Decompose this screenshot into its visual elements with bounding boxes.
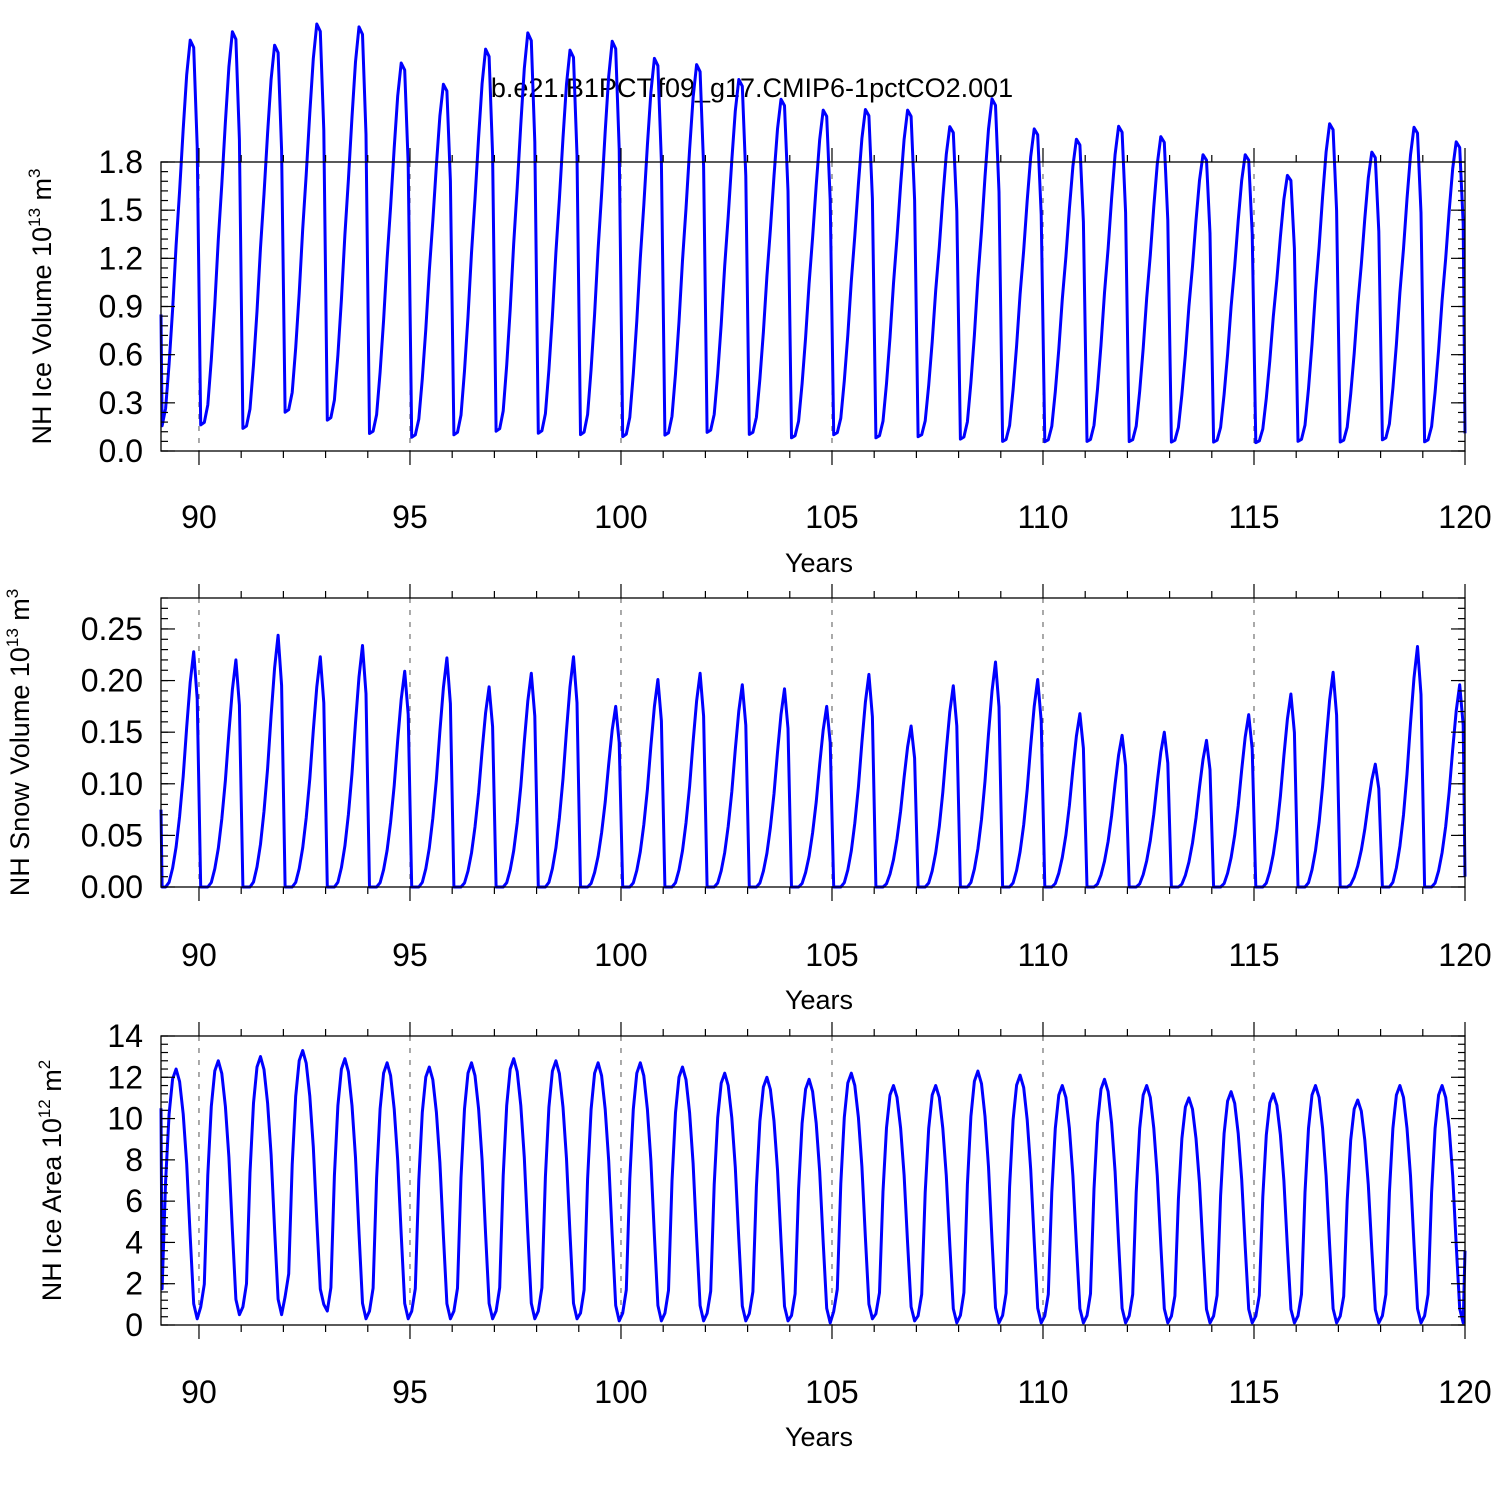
y-tick-label: 0.25 (81, 611, 143, 647)
x-axis-label: Years (785, 985, 853, 1015)
x-tick-label: 115 (1228, 1374, 1279, 1410)
y-tick-label: 4 (125, 1224, 143, 1260)
x-tick-label: 110 (1017, 499, 1068, 535)
x-tick-label: 110 (1017, 937, 1068, 973)
y-tick-label: 1.5 (99, 192, 143, 228)
y-axis-label: NH Snow Volume 1013 m3 (3, 589, 35, 897)
x-tick-label: 110 (1017, 1374, 1068, 1410)
x-axis-label: Years (785, 548, 853, 578)
series-line (159, 633, 1467, 889)
y-tick-label: 1.8 (99, 144, 143, 180)
y-tick-label: 1.2 (99, 240, 143, 276)
x-tick-label: 120 (1438, 499, 1491, 535)
plot-frame (160, 597, 1466, 888)
y-tick-label: 0.9 (99, 289, 143, 325)
plot-frame (160, 161, 1466, 452)
y-tick-label: 10 (107, 1101, 143, 1137)
y-tick-label: 0.10 (81, 766, 143, 802)
y-tick-label: 8 (125, 1142, 143, 1178)
y-tick-label: 2 (125, 1266, 143, 1302)
series-line (159, 22, 1467, 445)
y-tick-label: 12 (107, 1059, 143, 1095)
y-tick-label: 0.00 (81, 869, 143, 905)
x-tick-label: 90 (181, 1374, 217, 1410)
x-tick-label: 90 (181, 499, 217, 535)
x-tick-label: 100 (594, 937, 647, 973)
snow-volume-panel: 90 95 100 105 110 115 120 0.00 0.05 0.10 0.15 0.20 0… (3, 584, 1492, 1015)
x-tick-label: 105 (805, 499, 858, 535)
y-tick-label: 0.20 (81, 663, 143, 699)
x-tick-label: 105 (805, 937, 858, 973)
x-tick-label: 115 (1228, 499, 1279, 535)
x-tick-label: 95 (392, 499, 428, 535)
x-tick-label: 100 (594, 499, 647, 535)
x-axis-label: Years (785, 1422, 853, 1452)
x-tick-label: 90 (181, 937, 217, 973)
y-tick-label: 14 (107, 1018, 143, 1054)
x-tick-label: 115 (1228, 937, 1279, 973)
y-tick-label: 0.6 (99, 337, 143, 373)
x-tick-label: 120 (1438, 937, 1491, 973)
figure-title: b.e21.B1PCT.f09_g17.CMIP6-1pctCO2.001 (491, 73, 1013, 103)
x-tick-label: 95 (392, 937, 428, 973)
plot-frame (160, 1035, 1466, 1326)
y-tick-label: 0.3 (99, 385, 143, 421)
y-tick-label: 0 (125, 1307, 143, 1343)
x-tick-label: 95 (392, 1374, 428, 1410)
y-tick-label: 0.0 (99, 433, 143, 469)
x-tick-label: 105 (805, 1374, 858, 1410)
y-axis-label: NH Ice Volume 1013 m3 (25, 169, 57, 445)
y-tick-label: 0.05 (81, 817, 143, 853)
x-tick-label: 100 (594, 1374, 647, 1410)
y-tick-label: 0.15 (81, 714, 143, 750)
y-axis-label: NH Ice Area 1012 m2 (35, 1060, 67, 1301)
y-tick-label: 6 (125, 1183, 143, 1219)
x-tick-label: 120 (1438, 1374, 1491, 1410)
series-line (159, 1049, 1467, 1325)
ice-area-panel: 90 95 100 105 110 115 120 0 2 4 6 8 10 12 14 Years NH Ic… (35, 1018, 1492, 1452)
ice-volume-panel: 90 95 100 105 110 115 120 0.0 0.3 0.6 0.9 1.2 1.5 1.8… (25, 22, 1492, 578)
